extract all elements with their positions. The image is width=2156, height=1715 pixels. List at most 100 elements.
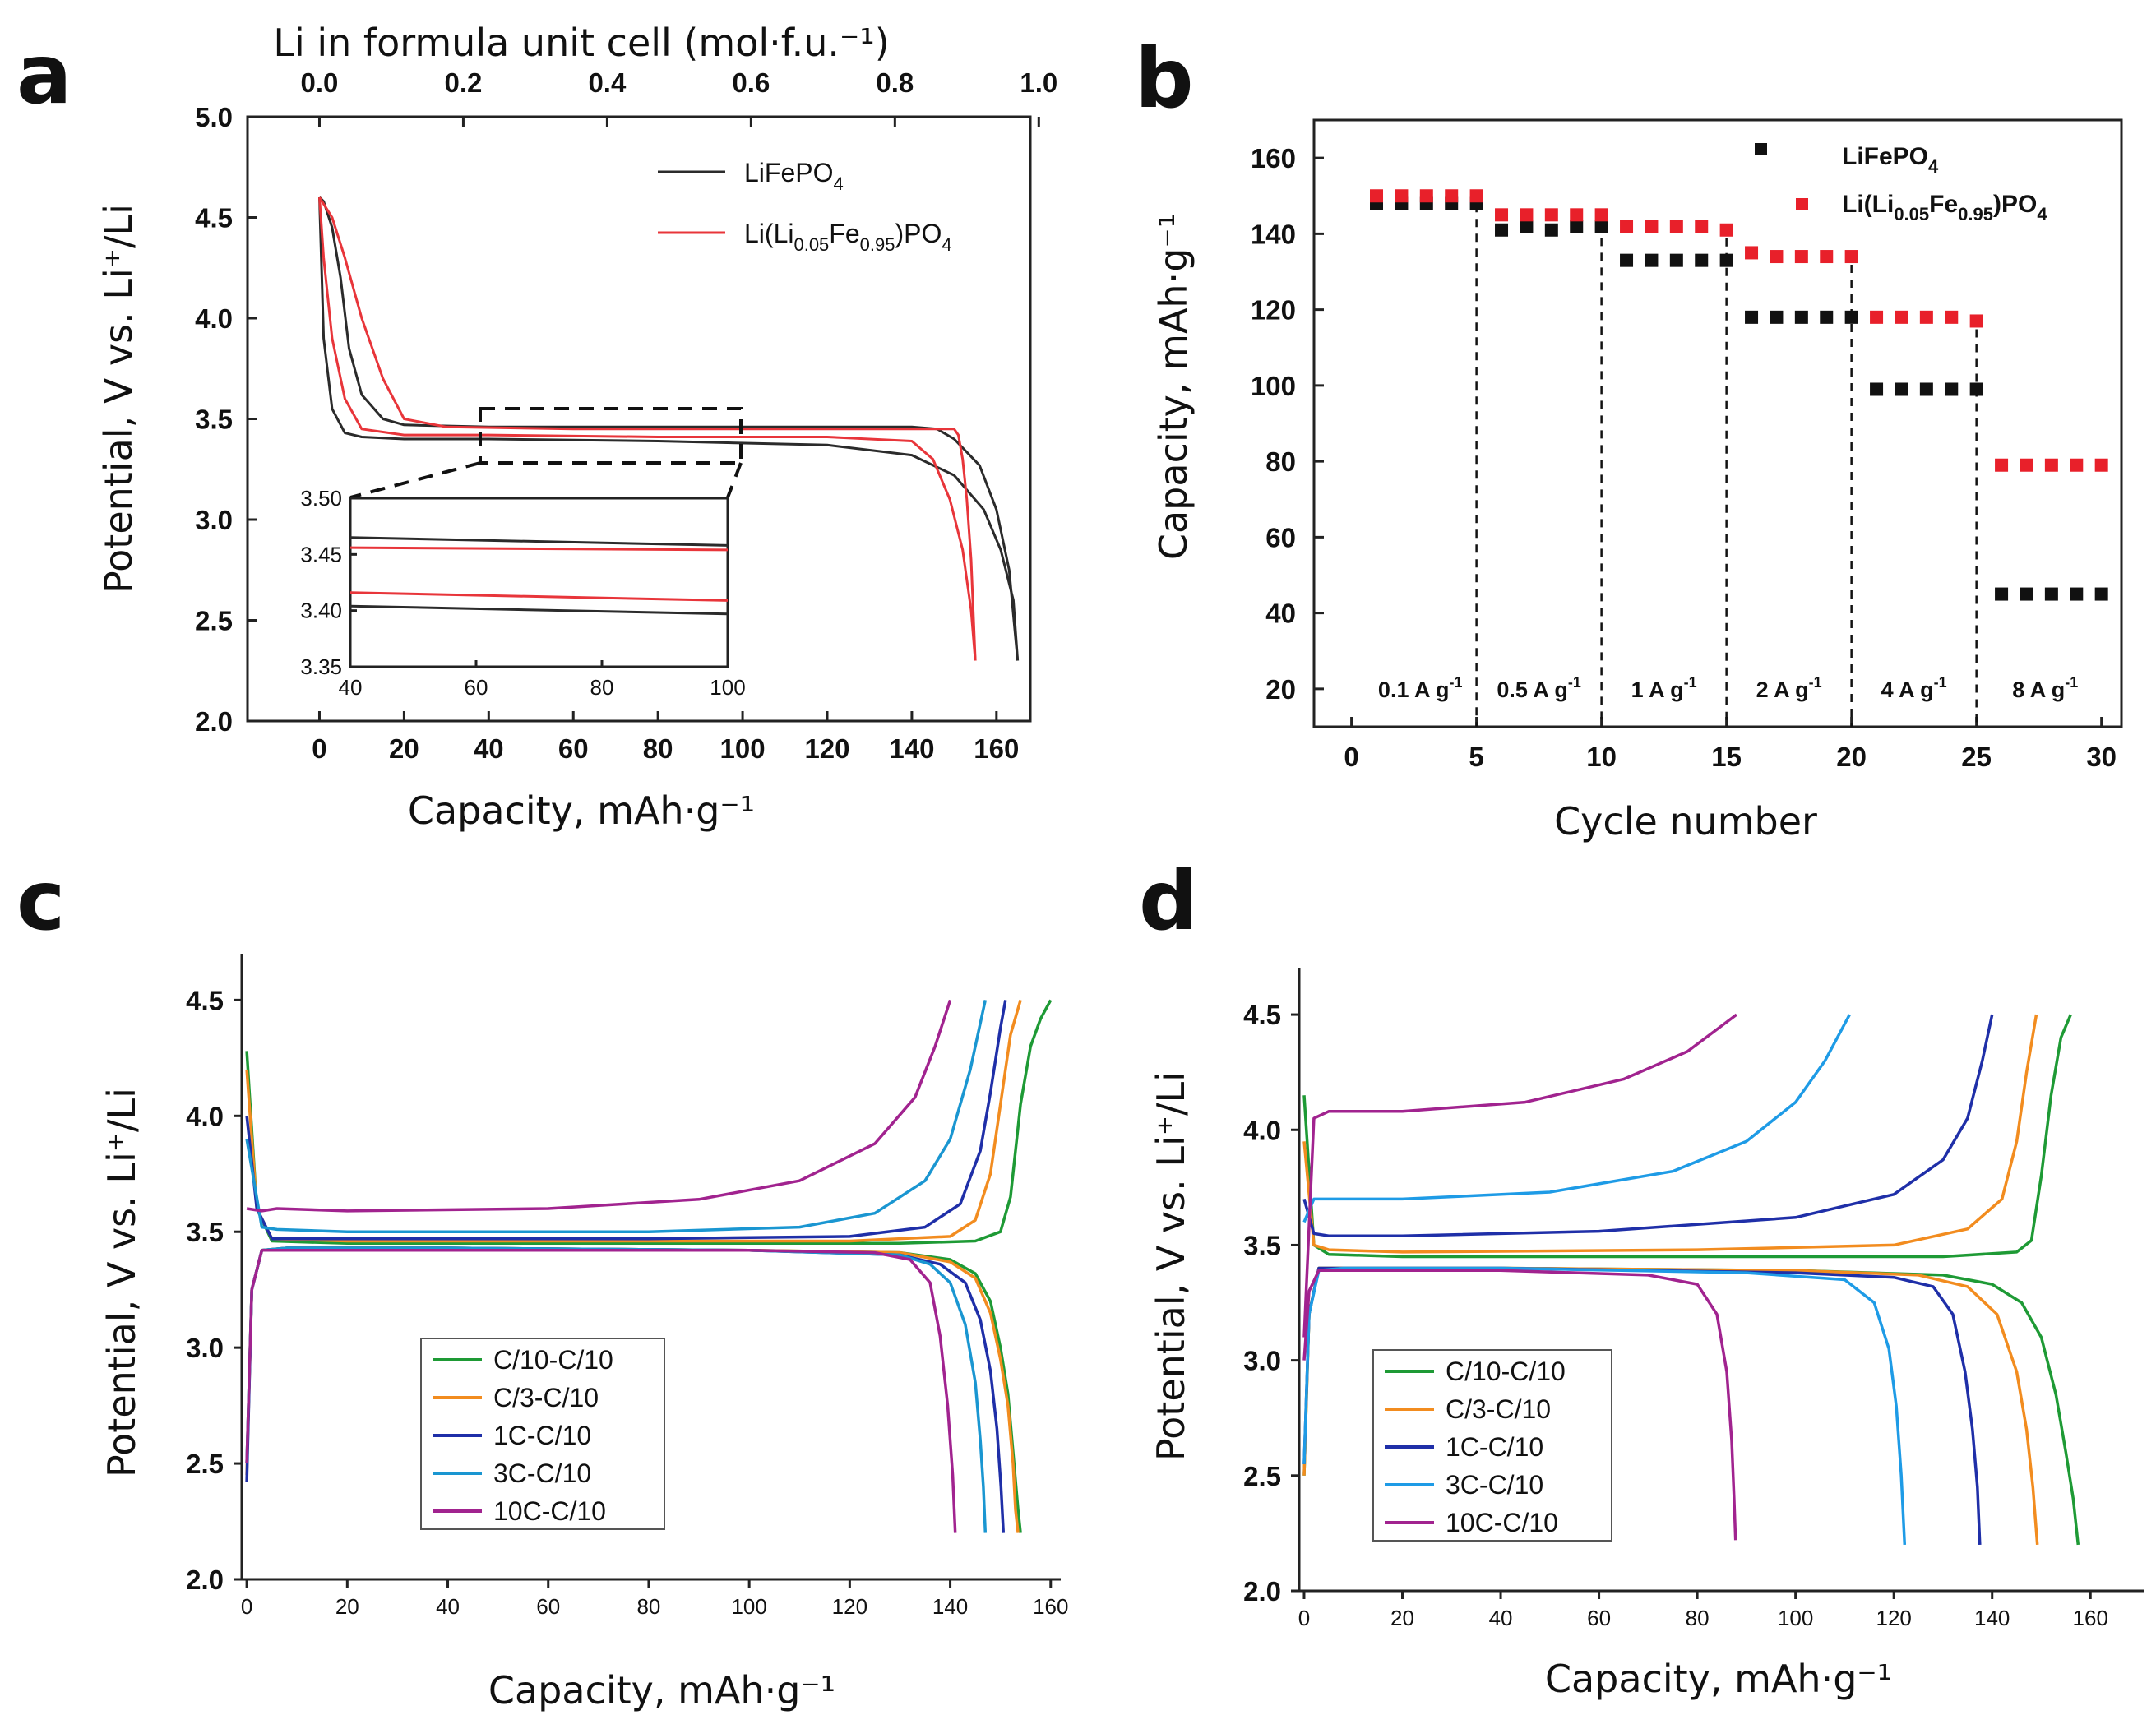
panel-d-x-tick-label: 100 (1778, 1606, 1813, 1630)
panel-a-top-tick-label: 0.8 (876, 67, 914, 98)
panel-a-zoom-box (479, 407, 743, 465)
panel-d-x-tick-label: 0 (1298, 1606, 1310, 1630)
panel-b-y-tick-label: 160 (1251, 143, 1296, 173)
panel-b-y-tick-label: 40 (1265, 599, 1296, 629)
panel-b-point (1520, 220, 1534, 233)
panel-b-plot-frame (1312, 118, 2123, 728)
panel-c-legend-label: 10C-C/10 (493, 1496, 606, 1526)
panel-a-curve (318, 196, 1020, 661)
panel-b-point (1719, 223, 1733, 237)
panel-d-x-tick-label: 20 (1390, 1606, 1414, 1630)
panel-b-point (1620, 220, 1634, 233)
panel-b-point (1919, 310, 1933, 324)
panel-b-point (2020, 458, 2033, 472)
panel-b-y-tick-label: 140 (1251, 219, 1296, 249)
panel-b-point (1594, 220, 1608, 233)
panel-b-legend-label-lifepo4: LiFePO4 (1842, 143, 1939, 177)
panel-c-legend-label: C/10-C/10 (493, 1345, 613, 1375)
panel-b-point (1594, 208, 1608, 222)
panel-a-ticks: 0 20 40 60 80 100 120 140 160 2.0 2.5 3.0 3.5 4.0 4.5 5… (195, 67, 1057, 764)
panel-a-inset-y-tick-label: 3.40 (300, 599, 342, 623)
panel-a-inset-curves (349, 536, 729, 616)
panel-a-y-tick-label: 3.0 (195, 505, 233, 535)
panel-b-point (1645, 220, 1659, 233)
panel-c-x-axis-label: Capacity, mAh·g⁻¹ (488, 1668, 835, 1713)
panel-b-point (1895, 310, 1908, 324)
panel-d-ticks: 0 20 40 60 80 100 120 140 160 2.0 2.5 3.0 3.5 4.0 4.5 (1243, 1000, 2108, 1630)
panel-d-charge-curve (1302, 1014, 2072, 1259)
panel-b-point (1870, 382, 1884, 396)
panel-d-x-axis-label: Capacity, mAh·g⁻¹ (1545, 1657, 1892, 1701)
panel-d-legend-label: C/10-C/10 (1446, 1357, 1566, 1386)
panel-a-x-axis-label: Capacity, mAh·g⁻¹ (408, 788, 755, 833)
panel-d-legend: C/10-C/10 C/3-C/10 1C-C/10 3C-C/10 10C-C/10 (1372, 1349, 1612, 1542)
panel-b-point (1844, 310, 1858, 324)
panel-letter-c: c (16, 853, 65, 949)
panel-b-point (1995, 458, 2009, 472)
panel-d-y-axis-label: Potential, V vs. Li⁺/Li (1149, 1071, 1193, 1461)
panel-b-point (1945, 310, 1959, 324)
panel-a-inset-x-tick-label: 60 (465, 675, 488, 700)
panel-b-point (1820, 310, 1834, 324)
panel-a-inset-curve (349, 546, 729, 552)
panel-a-inset-y-tick-label: 3.50 (300, 486, 342, 511)
panel-d-legend-label: 10C-C/10 (1446, 1508, 1558, 1537)
panel-a-curve (318, 196, 1020, 661)
panel-b-point (1570, 220, 1584, 233)
panel-a-y-tick-label: 2.5 (195, 606, 233, 636)
panel-b-rate-label: 4 A g-1 (1881, 674, 1947, 702)
panel-letter-a: a (16, 26, 72, 122)
panel-a-legend: LiFePO4 Li(Li0.05Fe0.95)PO4 (658, 158, 952, 255)
panel-c-axes (240, 954, 1061, 1581)
panel-b-x-tick-label: 5 (1469, 742, 1483, 772)
panel-d-charge-curve (1302, 1013, 1737, 1338)
panel-letter-b: b (1135, 30, 1194, 127)
panel-b-rate-label: 2 A g-1 (1756, 674, 1822, 702)
panel-c-charge-curve (245, 999, 1022, 1243)
panel-b-point (2044, 587, 2058, 601)
panel-b-rate-label: 1 A g-1 (1631, 674, 1697, 702)
panel-d-curves (1302, 1013, 2080, 1546)
panel-c-x-tick-label: 20 (335, 1594, 359, 1619)
panel-d-discharge-curve (1302, 1266, 1982, 1545)
panel-a-inset-frame (349, 497, 729, 668)
panel-d-x-tick-label: 60 (1587, 1606, 1611, 1630)
panel-b-point (1419, 189, 1433, 203)
panel-d-x-tick-label: 80 (1686, 1606, 1710, 1630)
panel-b-point (1620, 253, 1634, 267)
panel-d-y-tick-label: 4.0 (1243, 1115, 1281, 1145)
panel-d: d Capacity, mAh·g⁻¹ Potential, V vs. Li⁺… (1139, 853, 2144, 1701)
panel-c-x-tick-label: 60 (536, 1594, 560, 1619)
panel-a-x-tick-label: 60 (558, 733, 589, 764)
panel-a-zoom-connector-left (349, 461, 481, 499)
panel-b-point (1570, 208, 1584, 222)
panel-a-top-tick-label: 0.4 (588, 67, 627, 98)
panel-a-curves (318, 196, 1020, 661)
panel-b-point (2094, 458, 2108, 472)
panel-c-x-tick-label: 100 (731, 1594, 766, 1619)
panel-b-point (1895, 382, 1908, 396)
panel-d-x-tick-label: 120 (1876, 1606, 1911, 1630)
panel-b-rate-label: 0.5 A g-1 (1497, 674, 1581, 702)
panel-c-charge-curve (246, 999, 952, 1213)
panel-a-inset-x-tick-label: 80 (590, 675, 614, 700)
panel-b-point (1495, 223, 1509, 237)
panel-d-y-tick-label: 3.5 (1243, 1230, 1281, 1260)
panel-b-y-tick-label: 120 (1251, 295, 1296, 326)
panel-b-point (1945, 382, 1959, 396)
panel-a-top-tick-label: 0.0 (301, 67, 339, 98)
panel-d-legend-label: 3C-C/10 (1446, 1470, 1543, 1500)
panel-a-curve (318, 196, 977, 661)
panel-c-discharge-curve (245, 1249, 957, 1533)
panel-a-inset-y-tick-label: 3.45 (300, 542, 342, 566)
panel-c-legend-label: 1C-C/10 (493, 1421, 591, 1450)
panel-b-point (1645, 253, 1659, 267)
panel-b-x-tick-label: 25 (1961, 742, 1992, 772)
panel-c-y-axis-label: Potential, V vs. Li⁺/Li (99, 1088, 144, 1477)
panel-b-point (1544, 223, 1558, 237)
panel-c-x-tick-label: 160 (1033, 1594, 1068, 1619)
panel-b-rate-boundaries (1475, 204, 1978, 727)
panel-d-charge-curve (1302, 1014, 1851, 1223)
panel-letter-d: d (1139, 853, 1198, 949)
